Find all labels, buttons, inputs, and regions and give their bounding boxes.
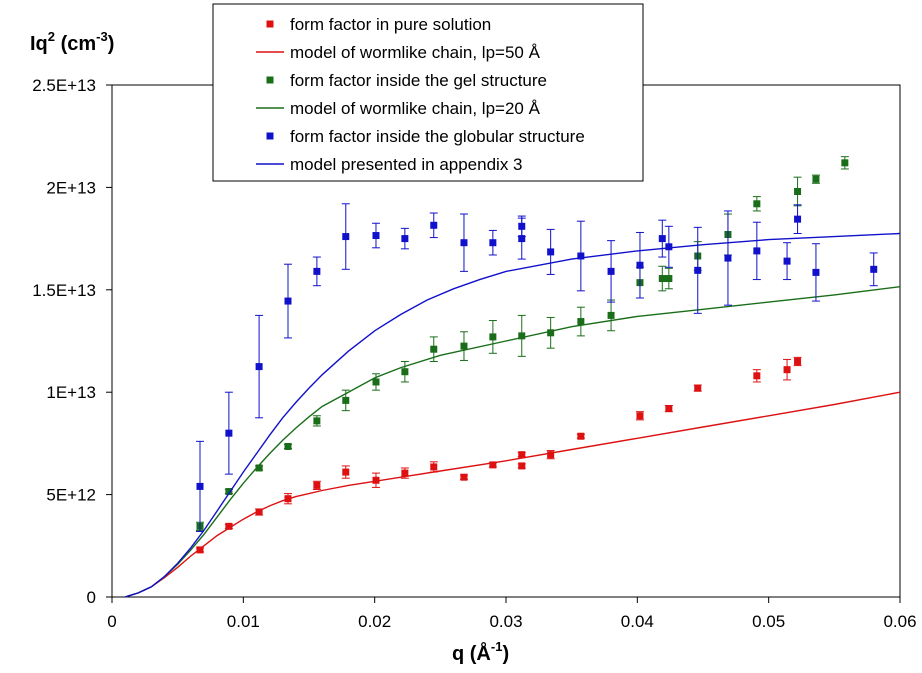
x-tick-label: 0.05 — [752, 612, 785, 631]
data-point — [518, 451, 526, 459]
data-point — [577, 318, 585, 326]
data-point — [430, 345, 438, 353]
data-point — [255, 508, 263, 516]
data-point — [196, 546, 204, 554]
legend-marker-swatch — [266, 20, 274, 28]
data-point — [372, 232, 380, 240]
data-point — [225, 522, 233, 530]
legend-label: form factor inside the gel structure — [290, 71, 547, 90]
data-point — [794, 187, 802, 195]
legend-label: model of wormlike chain, lp=20 Å — [290, 99, 541, 118]
data-point — [255, 464, 263, 472]
x-tick-label: 0.01 — [227, 612, 260, 631]
legend-label: form factor in pure solution — [290, 15, 491, 34]
x-tick-label: 0.03 — [489, 612, 522, 631]
data-point — [313, 267, 321, 275]
legend-box — [212, 3, 644, 182]
series-line-1 — [124, 391, 901, 598]
y-axis-ticks: 0 5E+12 1E+13 1.5E+13 2E+13 2.5E+13 — [32, 76, 112, 607]
data-point — [724, 254, 732, 262]
data-point — [489, 239, 497, 247]
data-point — [547, 451, 555, 459]
data-point — [342, 396, 350, 404]
y-tick-label: 2E+13 — [46, 178, 96, 197]
y-tick-label: 1.5E+13 — [32, 281, 96, 300]
legend-marker-swatch — [266, 132, 274, 140]
data-point — [518, 235, 526, 243]
data-point — [518, 332, 526, 340]
data-point — [665, 243, 673, 251]
y-tick-label: 1E+13 — [46, 383, 96, 402]
x-tick-label: 0.06 — [883, 612, 916, 631]
data-point — [284, 442, 292, 450]
data-point — [547, 329, 555, 337]
data-point — [342, 468, 350, 476]
data-point — [255, 363, 263, 371]
data-point — [401, 469, 409, 477]
data-point — [636, 261, 644, 269]
legend-marker-swatch — [266, 76, 274, 84]
legend-label: form factor inside the globular structur… — [290, 127, 585, 146]
legend-label: model of wormlike chain, lp=50 Å — [290, 43, 541, 62]
series-line-3 — [124, 286, 901, 598]
data-point — [430, 463, 438, 471]
legend: form factor in pure solution model of wor… — [212, 3, 644, 182]
data-point — [577, 432, 585, 440]
data-point — [665, 275, 673, 283]
data-point — [794, 215, 802, 223]
data-point — [342, 233, 350, 241]
data-point — [607, 267, 615, 275]
data-point — [783, 257, 791, 265]
data-point — [812, 268, 820, 276]
data-point — [636, 412, 644, 420]
data-point — [372, 476, 380, 484]
data-point — [577, 252, 585, 260]
data-point — [518, 462, 526, 470]
data-point — [794, 357, 802, 365]
data-point — [665, 405, 673, 413]
legend-label: model presented in appendix 3 — [290, 155, 523, 174]
x-axis-title: q (Å-1) — [452, 639, 509, 665]
x-tick-label: 0 — [107, 612, 116, 631]
series-line-5 — [124, 232, 901, 598]
data-point — [225, 429, 233, 437]
x-tick-label: 0.04 — [621, 612, 654, 631]
data-point — [372, 378, 380, 386]
data-point — [313, 417, 321, 425]
data-point — [658, 275, 666, 283]
data-point — [812, 175, 820, 183]
data-point — [753, 372, 761, 380]
data-point — [694, 266, 702, 274]
data-point — [284, 297, 292, 305]
data-point — [401, 368, 409, 376]
data-point — [489, 333, 497, 341]
data-point — [489, 461, 497, 469]
y-tick-label: 2.5E+13 — [32, 76, 96, 95]
x-axis-ticks: 0 0.01 0.02 0.03 0.04 0.05 0.06 — [107, 597, 917, 631]
data-point — [694, 384, 702, 392]
data-point — [753, 200, 761, 208]
y-axis-title: Iq2 (cm-3) — [30, 29, 114, 55]
data-point — [783, 366, 791, 374]
data-point — [401, 235, 409, 243]
data-point — [460, 342, 468, 350]
data-point — [753, 247, 761, 255]
data-point — [196, 482, 204, 490]
data-point — [430, 221, 438, 229]
data-point — [313, 481, 321, 489]
data-point — [460, 239, 468, 247]
data-point — [225, 488, 233, 496]
data-point — [658, 235, 666, 243]
legend-items: form factor in pure solution model of wor… — [256, 15, 585, 174]
data-point — [460, 473, 468, 481]
data-point — [841, 159, 849, 167]
x-tick-label: 0.02 — [358, 612, 391, 631]
data-point — [547, 248, 555, 256]
y-tick-label: 5E+12 — [46, 486, 96, 505]
data-point — [607, 311, 615, 319]
series-layer — [124, 156, 901, 598]
data-point — [870, 265, 878, 273]
y-tick-label: 0 — [87, 588, 96, 607]
